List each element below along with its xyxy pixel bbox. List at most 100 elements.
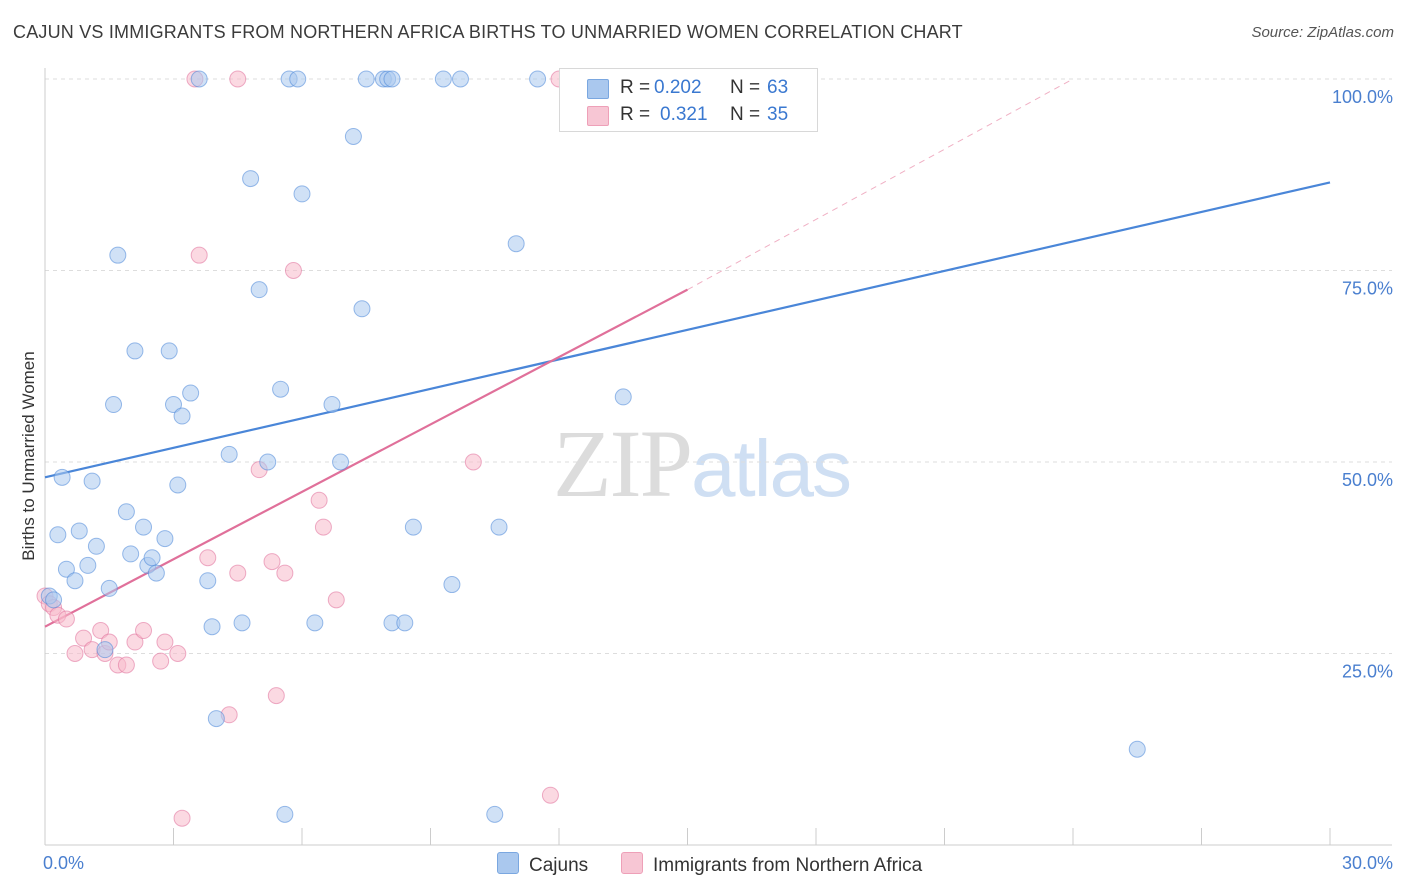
point-cajuns <box>443 576 461 594</box>
legend-n-label: N = <box>730 77 761 98</box>
legend-label-immigrants: Immigrants from Northern Africa <box>653 855 923 876</box>
point-immigrants <box>276 564 294 582</box>
grid-lines <box>45 78 1392 654</box>
point-cajuns <box>160 342 178 360</box>
point-cajuns <box>293 185 311 203</box>
point-cajuns <box>1128 740 1146 758</box>
point-cajuns <box>396 614 414 632</box>
legend-item-cajuns[interactable]: Cajuns <box>497 852 588 877</box>
point-cajuns <box>233 614 251 632</box>
point-immigrants <box>75 629 93 647</box>
point-cajuns <box>529 70 547 88</box>
legend-r-value: 0.321 <box>660 104 708 125</box>
point-cajuns <box>190 70 208 88</box>
point-cajuns <box>83 472 101 490</box>
legend-n-value: 63 <box>767 77 789 98</box>
point-immigrants <box>92 622 110 640</box>
point-cajuns <box>353 300 371 318</box>
point-cajuns <box>109 246 127 264</box>
point-cajuns <box>357 70 375 88</box>
point-cajuns <box>126 342 144 360</box>
point-cajuns <box>306 614 324 632</box>
point-cajuns <box>486 805 504 823</box>
point-immigrants <box>152 652 170 670</box>
legend-label-cajuns: Cajuns <box>529 855 589 876</box>
trend-extension-immigrants <box>687 78 1074 291</box>
point-cajuns <box>122 545 140 563</box>
point-cajuns <box>242 170 260 188</box>
point-cajuns <box>117 503 135 521</box>
legend-r-label: R = <box>620 104 651 125</box>
point-cajuns <box>100 579 118 597</box>
point-cajuns <box>173 407 191 425</box>
chart-title: CAJUN VS IMMIGRANTS FROM NORTHERN AFRICA… <box>13 22 963 42</box>
point-cajuns <box>220 445 238 463</box>
point-cajuns <box>105 396 123 414</box>
source-label: Source: ZipAtlas.com <box>1251 24 1394 41</box>
point-cajuns <box>182 384 200 402</box>
point-immigrants <box>117 656 135 674</box>
legend-n-label: N = <box>730 104 761 125</box>
point-cajuns <box>272 380 290 398</box>
x-tick-label: 0.0% <box>43 853 84 873</box>
point-immigrants <box>314 518 332 536</box>
point-immigrants <box>284 262 302 279</box>
legend-swatch-immigrants <box>621 852 643 874</box>
data-points <box>36 70 1146 827</box>
trend-line-cajuns <box>44 181 1331 479</box>
point-cajuns <box>87 537 105 555</box>
point-cajuns <box>49 526 67 544</box>
y-tick-label: 100.0% <box>1332 87 1393 107</box>
series-legend: Cajuns Immigrants from Northern Africa <box>0 852 1406 878</box>
point-cajuns <box>135 518 153 536</box>
point-cajuns <box>165 396 182 414</box>
point-immigrants <box>57 610 75 628</box>
point-immigrants <box>156 633 174 651</box>
legend-item-immigrants[interactable]: Immigrants from Northern Africa <box>621 852 922 877</box>
point-immigrants <box>327 591 345 609</box>
trend-line-immigrants <box>44 288 689 628</box>
legend-swatch-cajuns <box>497 852 519 874</box>
point-immigrants <box>310 491 328 509</box>
point-cajuns <box>45 591 63 609</box>
point-cajuns <box>614 388 632 406</box>
legend-r-label: R = <box>620 77 651 98</box>
y-tick-label: 50.0% <box>1342 470 1393 490</box>
point-immigrants <box>66 645 84 662</box>
point-immigrants <box>169 645 187 662</box>
point-cajuns <box>289 70 307 88</box>
legend-r-value: 0.202 <box>654 77 702 98</box>
point-cajuns <box>434 70 452 88</box>
point-immigrants <box>199 549 217 567</box>
point-cajuns <box>451 70 469 88</box>
tick-labels: 25.0% 50.0% 75.0% 100.0% 0.0% 30.0% <box>43 87 1393 873</box>
trend-lines <box>44 78 1331 628</box>
y-axis-label: Births to Unmarried Women <box>19 351 38 560</box>
point-cajuns <box>490 518 508 536</box>
point-immigrants <box>126 633 144 651</box>
point-cajuns <box>250 281 268 299</box>
point-cajuns <box>70 522 88 540</box>
legend-n-value: 35 <box>767 104 789 125</box>
point-cajuns <box>169 476 187 494</box>
legend-row-cajuns: R = 0.202 N = 63 <box>560 75 817 101</box>
point-immigrants <box>267 687 285 705</box>
point-cajuns <box>332 453 350 471</box>
legend-row-immigrants: R = 0.321 N = 35 <box>560 102 817 128</box>
point-immigrants <box>229 564 247 582</box>
point-immigrants <box>173 809 191 827</box>
axes <box>44 68 1392 846</box>
point-cajuns <box>507 235 525 253</box>
point-immigrants <box>135 622 153 640</box>
legend-swatch-cajuns <box>587 79 609 99</box>
point-cajuns <box>383 70 401 88</box>
y-tick-label: 25.0% <box>1342 662 1393 682</box>
point-cajuns <box>156 530 174 548</box>
y-tick-label: 75.0% <box>1342 279 1393 299</box>
point-cajuns <box>323 396 341 414</box>
point-cajuns <box>207 710 225 728</box>
point-immigrants <box>263 553 281 571</box>
point-cajuns <box>79 556 97 574</box>
point-cajuns <box>344 127 362 145</box>
point-cajuns <box>147 564 165 582</box>
